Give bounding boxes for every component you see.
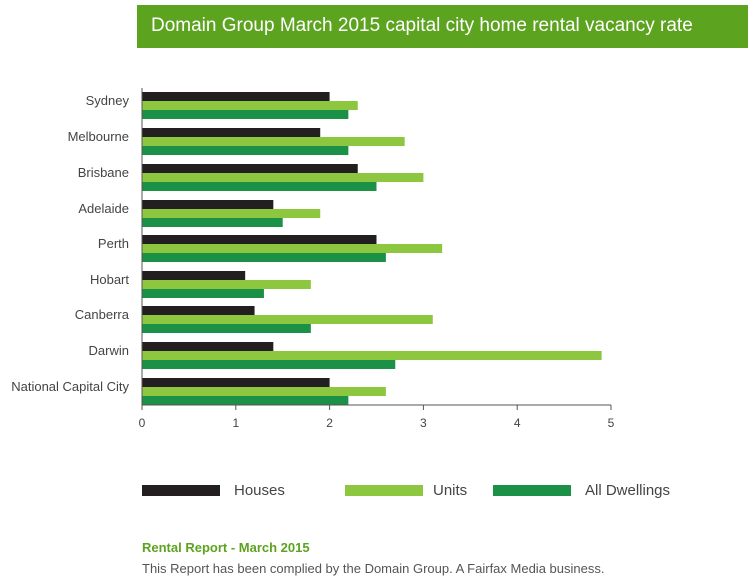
x-tick-label: 4 — [514, 416, 521, 430]
bar-canberra-all-dwellings — [142, 324, 311, 333]
bar-adelaide-units — [142, 209, 321, 218]
bar-perth-houses — [142, 235, 377, 244]
category-label-perth: Perth — [98, 236, 129, 251]
bar-darwin-units — [142, 351, 602, 360]
bar-perth-all-dwellings — [142, 253, 386, 262]
x-tick-label: 5 — [608, 416, 615, 430]
legend-swatch-units — [345, 485, 423, 496]
axes-group: Sydney Melbourne Brisbane Adelaide Perth Hoba… — [11, 88, 615, 430]
bar-melbourne-units — [142, 137, 405, 146]
bar-melbourne-all-dwellings — [142, 146, 349, 155]
bar-canberra-units — [142, 315, 433, 324]
category-label-brisbane: Brisbane — [78, 165, 129, 180]
legend-swatch-all-dwellings — [493, 485, 571, 496]
bar-hobart-houses — [142, 271, 246, 280]
bar-national-capital-city-houses — [142, 378, 330, 387]
x-tick-label: 1 — [232, 416, 239, 430]
category-label-canberra: Canberra — [75, 307, 130, 322]
bar-national-capital-city-all-dwellings — [142, 396, 349, 405]
bar-hobart-all-dwellings — [142, 289, 264, 298]
bar-hobart-units — [142, 280, 311, 289]
category-label-darwin: Darwin — [89, 343, 129, 358]
report-note: This Report has been complied by the Dom… — [142, 561, 605, 576]
legend-swatch-houses — [142, 485, 220, 496]
bar-melbourne-houses — [142, 128, 321, 137]
bar-darwin-all-dwellings — [142, 360, 396, 369]
category-label-adelaide: Adelaide — [78, 201, 129, 216]
legend-label-units: Units — [433, 482, 468, 499]
bar-perth-units — [142, 244, 443, 253]
bar-adelaide-houses — [142, 200, 274, 209]
x-tick-label: 3 — [420, 416, 427, 430]
bar-sydney-all-dwellings — [142, 110, 349, 119]
bar-national-capital-city-units — [142, 387, 386, 396]
x-tick-label: 0 — [139, 416, 146, 430]
bar-adelaide-all-dwellings — [142, 218, 283, 227]
category-label-hobart: Hobart — [90, 272, 129, 287]
report-title: Rental Report - March 2015 — [142, 540, 310, 555]
bar-sydney-units — [142, 101, 358, 110]
bar-brisbane-houses — [142, 164, 358, 173]
legend-label-houses: Houses — [234, 482, 285, 499]
bar-darwin-houses — [142, 342, 274, 351]
bar-canberra-houses — [142, 306, 255, 315]
category-label-sydney: Sydney — [86, 93, 130, 108]
category-label-melbourne: Melbourne — [68, 129, 129, 144]
x-tick-label: 2 — [326, 416, 333, 430]
chart-title: Domain Group March 2015 capital city hom… — [151, 15, 693, 36]
category-label-national-capital-city: National Capital City — [11, 379, 129, 394]
bar-brisbane-units — [142, 173, 424, 182]
bar-brisbane-all-dwellings — [142, 182, 377, 191]
bar-sydney-houses — [142, 92, 330, 101]
legend-label-all-dwellings: All Dwellings — [585, 482, 671, 499]
bars-group — [142, 92, 602, 405]
title-banner: Domain Group March 2015 capital city hom… — [137, 5, 748, 48]
